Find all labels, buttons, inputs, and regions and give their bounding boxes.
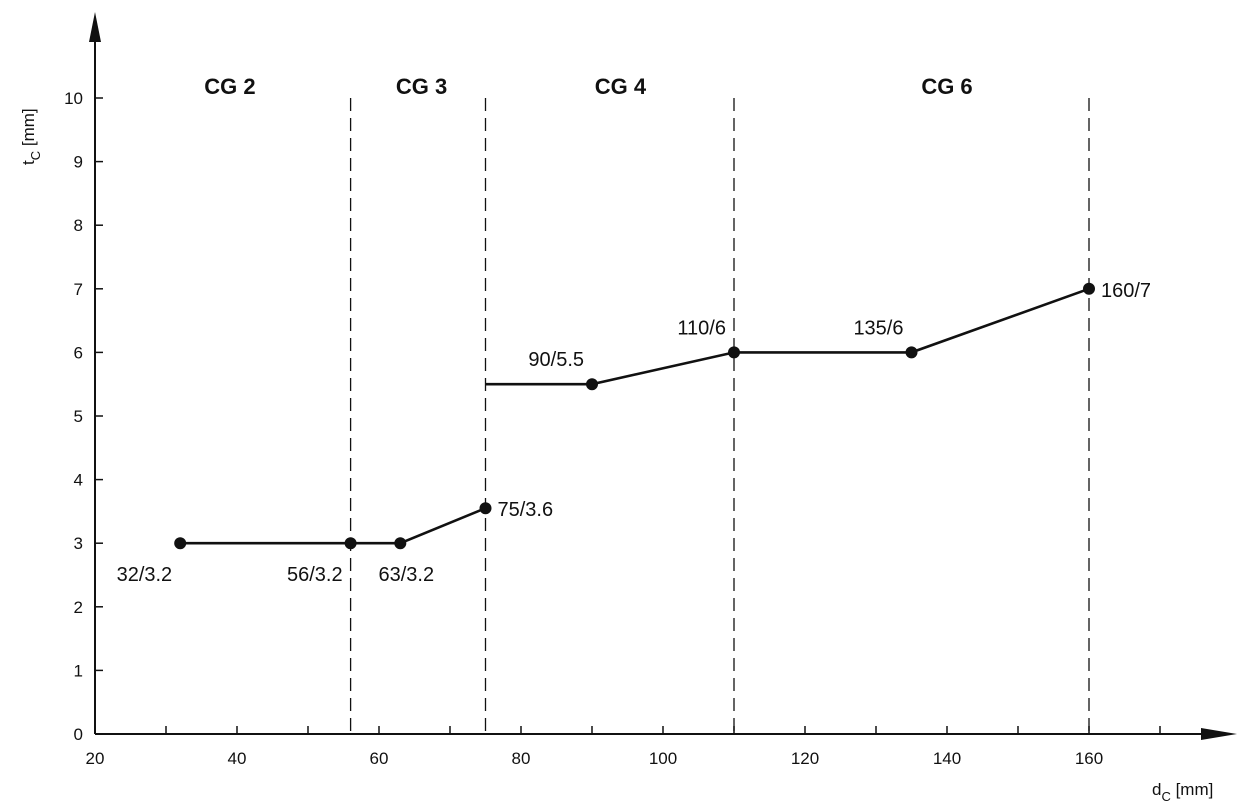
y-tick-label: 5	[74, 407, 83, 426]
zone-boundaries	[349, 98, 1090, 734]
y-tick-label: 1	[74, 661, 83, 680]
data-label: 63/3.2	[378, 564, 434, 586]
zone-label: CG 4	[595, 74, 647, 99]
data-point	[905, 346, 918, 359]
x-tick-label: 60	[370, 749, 389, 768]
data-label: 75/3.6	[498, 499, 554, 521]
x-tick-label: 160	[1075, 749, 1103, 768]
y-tick-label: 8	[74, 216, 83, 235]
ticks: 20 40 60 80 100 120 140 160 0 1 2 3 4 5 6 7 8 9 10	[64, 89, 1161, 768]
x-tick-label: 40	[228, 749, 247, 768]
y-tick-label: 4	[74, 471, 83, 490]
x-tick-label: 140	[933, 749, 961, 768]
axes	[89, 12, 1237, 740]
data-point	[728, 346, 740, 359]
labels: dC [mm] tC [mm] CG 2 CG 3 CG 4 CG 6 32/3.2 56/3…	[19, 74, 1213, 804]
data-label: 135/6	[853, 317, 903, 339]
x-tick-label: 80	[512, 749, 531, 768]
x-tick-label: 120	[791, 749, 819, 768]
data-point	[344, 537, 357, 550]
data-label: 160/7	[1101, 280, 1151, 302]
y-tick-label: 7	[74, 280, 83, 299]
x-axis-label: dC [mm]	[1152, 780, 1213, 804]
y-tick-label: 10	[64, 89, 83, 108]
data-label: 56/3.2	[287, 564, 343, 586]
data-point	[586, 378, 598, 391]
zone-label: CG 3	[396, 74, 447, 99]
y-tick-label: 2	[74, 598, 83, 617]
series-line	[180, 507, 486, 545]
y-tick-label: 3	[74, 534, 83, 553]
y-tick-label: 0	[74, 725, 83, 744]
data-label: 90/5.5	[528, 349, 584, 371]
zone-label: CG 6	[921, 74, 972, 99]
zone-label: CG 2	[204, 74, 255, 99]
y-tick-label: 6	[74, 343, 83, 362]
x-axis-arrow-icon	[1201, 728, 1237, 740]
x-tick-label: 20	[86, 749, 105, 768]
x-tick-label: 100	[649, 749, 677, 768]
data-point	[174, 537, 187, 550]
series	[180, 287, 1090, 545]
data-point	[1083, 282, 1095, 295]
data-label: 110/6	[677, 317, 726, 339]
data-label: 32/3.2	[117, 564, 173, 586]
y-tick-label: 9	[74, 153, 83, 172]
data-point	[394, 537, 407, 550]
y-axis-label: tC [mm]	[19, 108, 43, 165]
data-point	[479, 502, 492, 515]
y-axis-arrow-icon	[89, 12, 101, 42]
points	[174, 282, 1095, 550]
